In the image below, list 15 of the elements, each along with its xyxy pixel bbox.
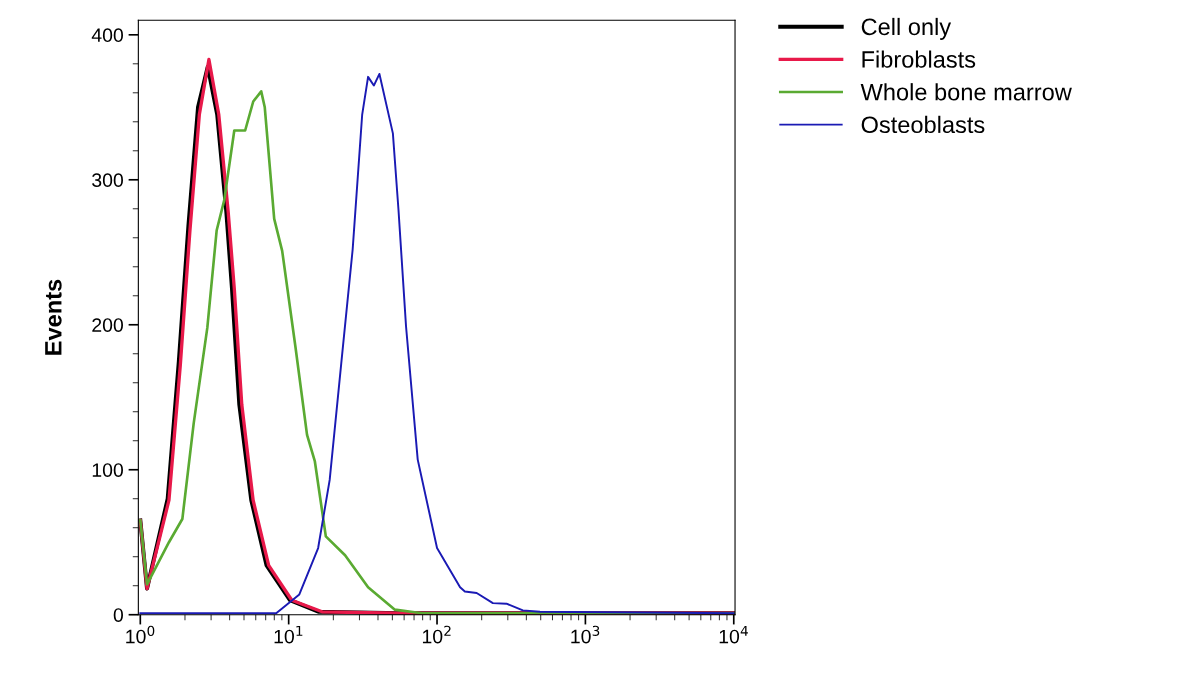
x-tick-label: 10$^{0}$	[126, 625, 155, 644]
y-tick-label: 0	[113, 608, 123, 622]
x-tick-label: 10$^{2}$	[422, 625, 451, 644]
legend-label: Cell only	[861, 17, 952, 40]
y-tick-label: 400	[91, 28, 123, 43]
x-tick-label: 10$^{1}$	[274, 625, 303, 644]
x-tick-label: 10$^{3}$	[571, 625, 600, 644]
legend-label: Whole bone marrow	[860, 83, 1072, 101]
y-tick-label: 200	[92, 318, 123, 332]
x-tick-label: 10$^{4}$	[719, 625, 748, 644]
y-tick-label: 300	[92, 173, 123, 188]
y-tick-label: 100	[92, 463, 123, 477]
legend-label: Fibroblasts	[862, 50, 976, 68]
y-axis-title: Events	[45, 279, 62, 355]
legend-label: Osteoblasts	[861, 115, 985, 134]
